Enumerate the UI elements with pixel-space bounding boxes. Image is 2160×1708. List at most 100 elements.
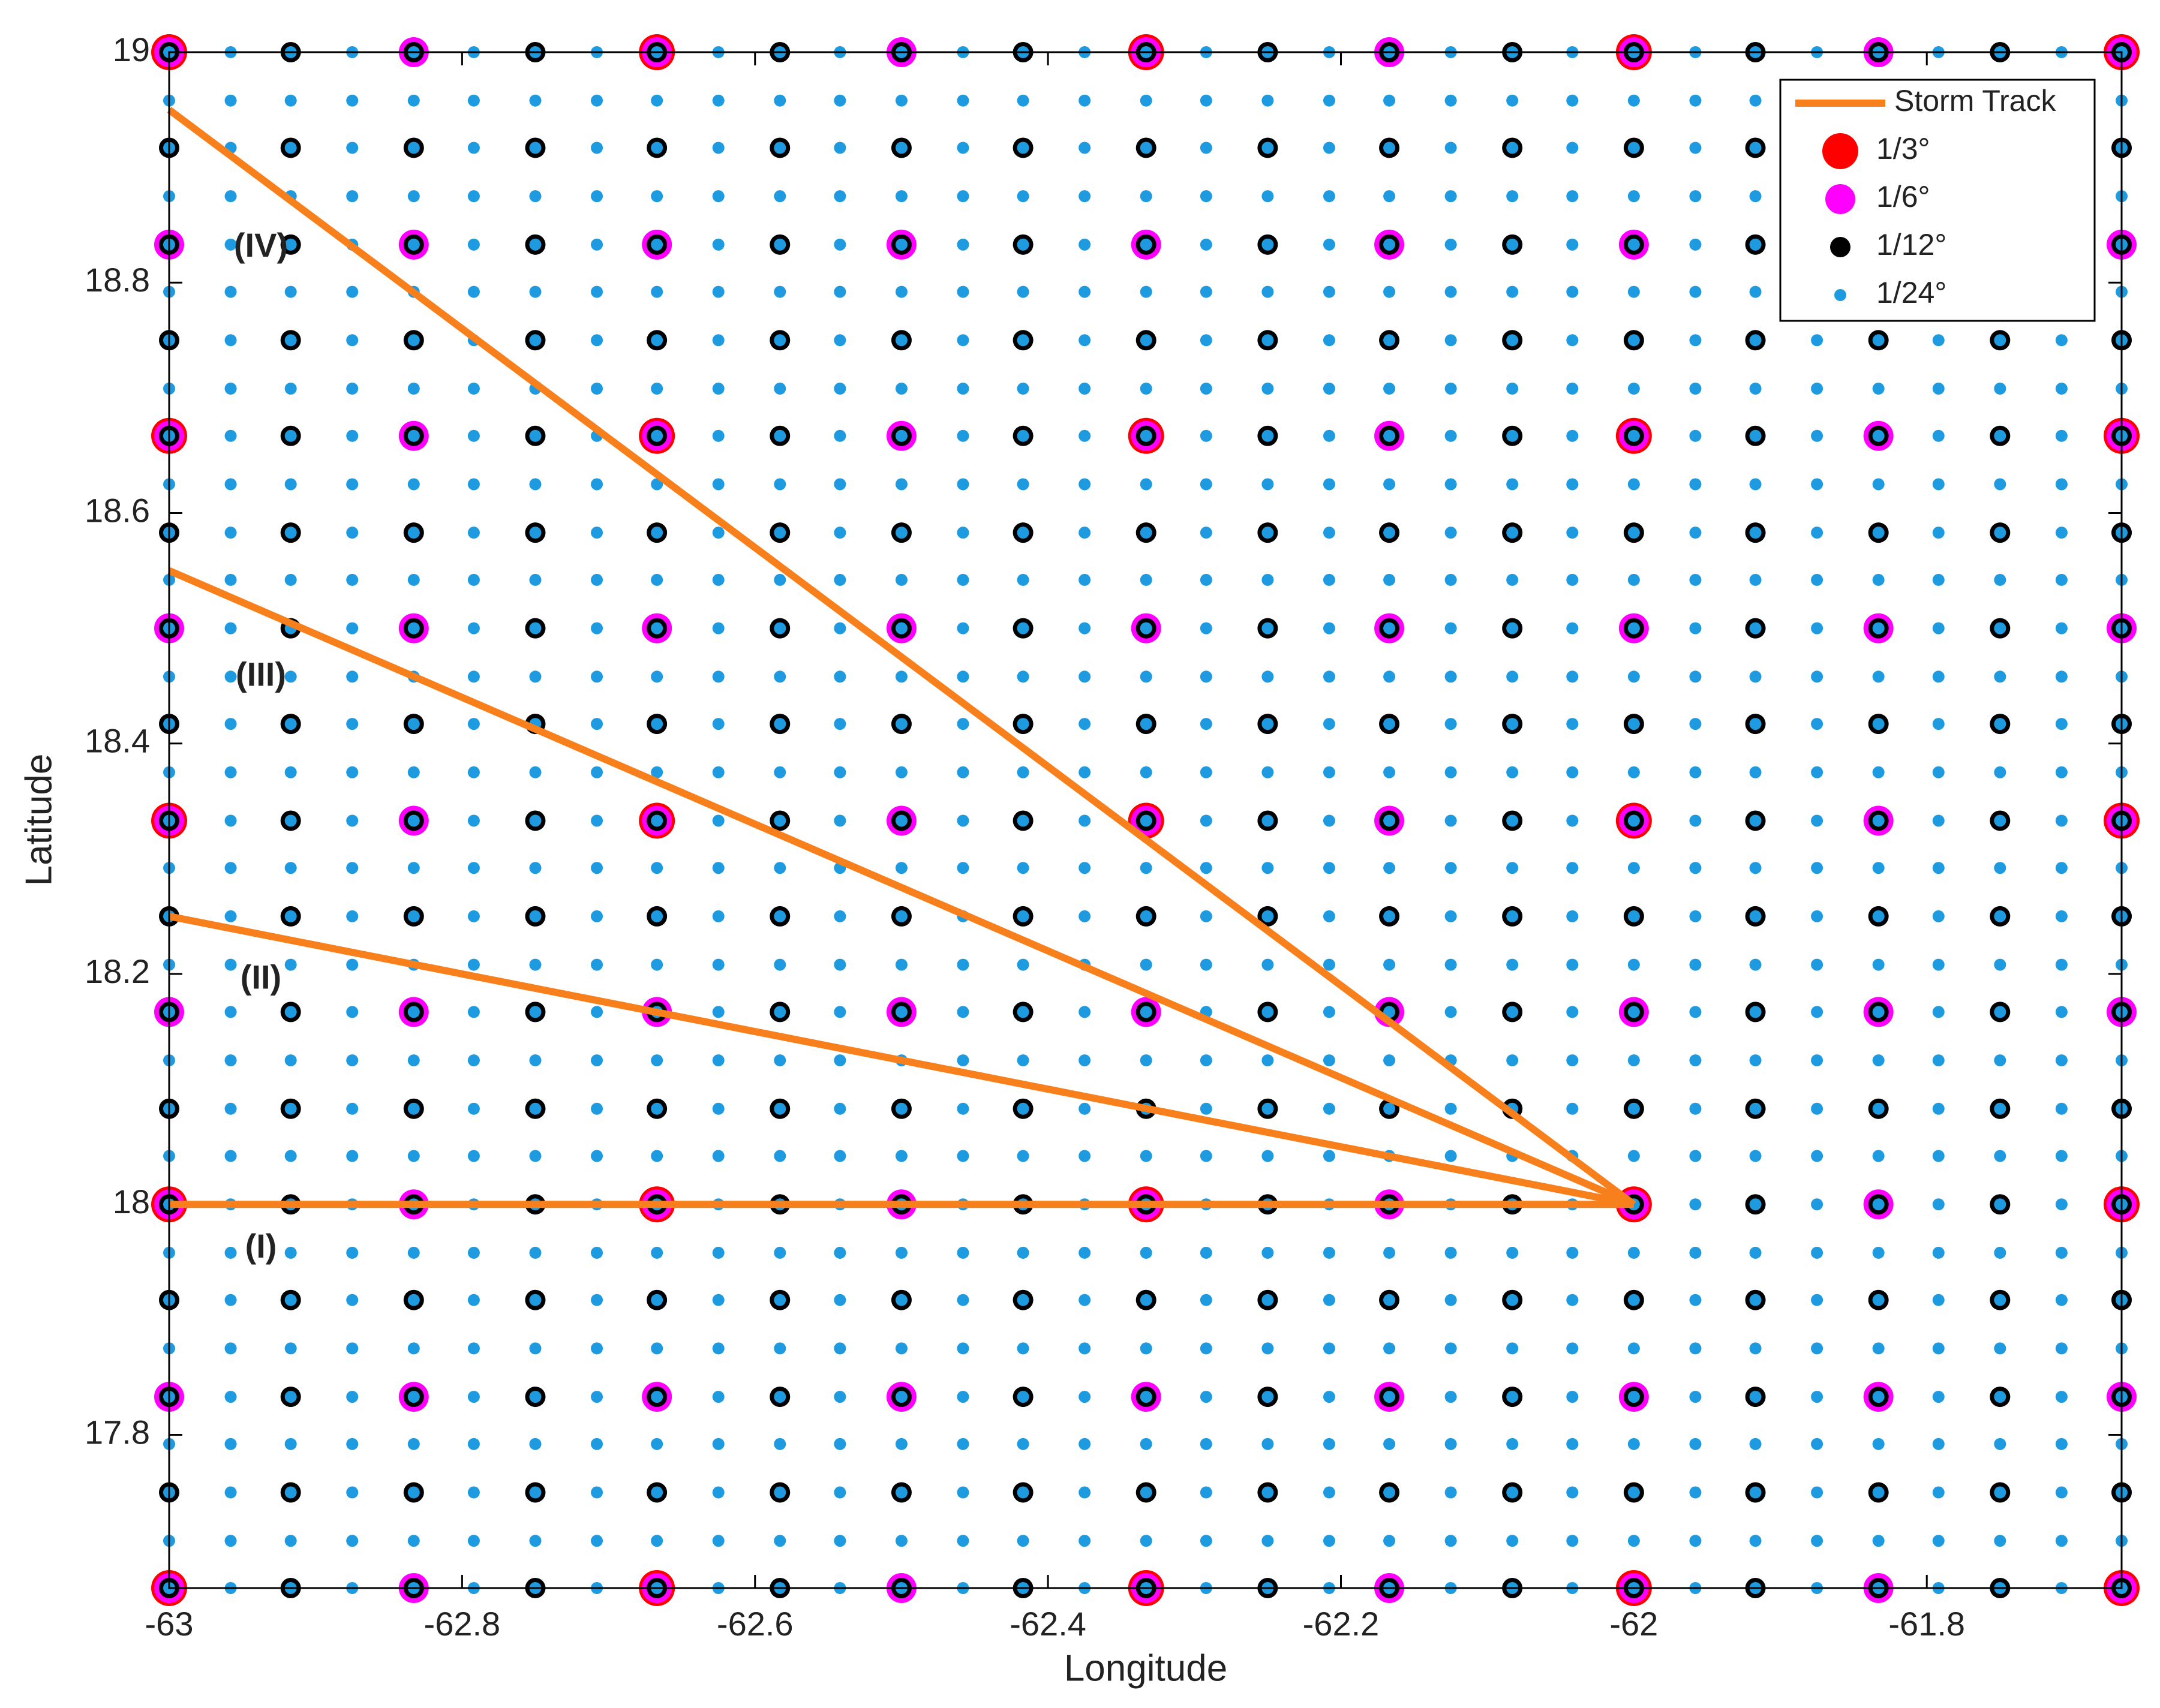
grid-point <box>774 1294 786 1306</box>
grid-point <box>467 1535 480 1547</box>
grid-point <box>224 285 237 298</box>
grid-point <box>1017 142 1029 154</box>
grid-point <box>591 766 603 778</box>
grid-point <box>1689 429 1702 442</box>
grid-point <box>1872 1391 1885 1403</box>
grid-point <box>774 429 786 442</box>
grid-point <box>2055 478 2068 491</box>
grid-point <box>1689 766 1702 778</box>
grid-point <box>1017 958 1029 971</box>
grid-point <box>1323 1486 1335 1499</box>
grid-point <box>774 910 786 922</box>
grid-point <box>1872 478 1885 491</box>
grid-point <box>1079 527 1091 539</box>
grid-point <box>1383 958 1396 971</box>
grid-point <box>1017 1438 1029 1450</box>
grid-point <box>284 1006 297 1018</box>
grid-point <box>712 622 725 635</box>
grid-point <box>651 142 663 154</box>
grid-point <box>1872 1006 1885 1018</box>
grid-point <box>529 429 542 442</box>
grid-point <box>224 910 237 922</box>
grid-point <box>529 1054 542 1067</box>
grid-point <box>1506 1438 1519 1450</box>
grid-point <box>1627 1535 1640 1547</box>
grid-point <box>346 670 359 683</box>
grid-point <box>1749 814 1762 827</box>
grid-point <box>1932 1102 1945 1115</box>
grid-point <box>1689 862 1702 874</box>
grid-point <box>1444 1102 1457 1115</box>
grid-point <box>1444 573 1457 586</box>
grid-point <box>346 1150 359 1162</box>
grid-point <box>1200 958 1212 971</box>
x-tick-label: -63 <box>145 1605 194 1643</box>
grid-point <box>529 142 542 154</box>
grid-point <box>1566 1391 1579 1403</box>
x-tick-label: -62 <box>1609 1605 1658 1643</box>
grid-point <box>1749 1150 1762 1162</box>
grid-point <box>529 238 542 251</box>
grid-point <box>834 958 846 971</box>
grid-point <box>1566 334 1579 347</box>
grid-point <box>712 1535 725 1547</box>
grid-point <box>224 1535 237 1547</box>
grid-point <box>467 94 480 107</box>
grid-point <box>1811 1150 1823 1162</box>
grid-point <box>224 1246 237 1259</box>
grid-point <box>1383 285 1396 298</box>
grid-point <box>895 814 908 827</box>
grid-point <box>1444 910 1457 922</box>
grid-point <box>407 718 420 730</box>
grid-point <box>774 1535 786 1547</box>
grid-point <box>895 382 908 395</box>
grid-point <box>467 622 480 635</box>
grid-point <box>1994 382 2006 395</box>
grid-point <box>1140 1342 1152 1355</box>
grid-point <box>591 1294 603 1306</box>
grid-point <box>224 1150 237 1162</box>
grid-point <box>1383 622 1396 635</box>
grid-point <box>651 429 663 442</box>
grid-point <box>1383 238 1396 251</box>
grid-point <box>346 1246 359 1259</box>
grid-point <box>712 1054 725 1067</box>
grid-point <box>1506 670 1519 683</box>
grid-point <box>1566 1294 1579 1306</box>
grid-point <box>1506 862 1519 874</box>
grid-point <box>895 670 908 683</box>
grid-point <box>1932 958 1945 971</box>
grid-point <box>1689 1535 1702 1547</box>
grid-point <box>591 478 603 491</box>
grid-point <box>957 670 969 683</box>
grid-point <box>1932 814 1945 827</box>
grid-point <box>2055 1198 2068 1211</box>
grid-point <box>346 429 359 442</box>
grid-point <box>774 478 786 491</box>
grid-point <box>1932 718 1945 730</box>
grid-point <box>2055 1342 2068 1355</box>
grid-point <box>1140 334 1152 347</box>
grid-point <box>1444 862 1457 874</box>
grid-point <box>1506 1342 1519 1355</box>
grid-point <box>651 622 663 635</box>
grid-point <box>1200 1342 1212 1355</box>
grid-point <box>1261 1102 1274 1115</box>
grid-point <box>1627 334 1640 347</box>
grid-point <box>895 478 908 491</box>
grid-point <box>1383 382 1396 395</box>
grid-point <box>1140 814 1152 827</box>
grid-point <box>834 1246 846 1259</box>
grid-point <box>467 190 480 203</box>
grid-point <box>1383 1054 1396 1067</box>
grid-point <box>591 1391 603 1403</box>
grid-point <box>1261 622 1274 635</box>
grid-point <box>529 814 542 827</box>
grid-point <box>957 718 969 730</box>
grid-point <box>284 958 297 971</box>
grid-point <box>712 1486 725 1499</box>
grid-point <box>712 1294 725 1306</box>
grid-point <box>895 622 908 635</box>
grid-point <box>1140 190 1152 203</box>
grid-point <box>1689 285 1702 298</box>
